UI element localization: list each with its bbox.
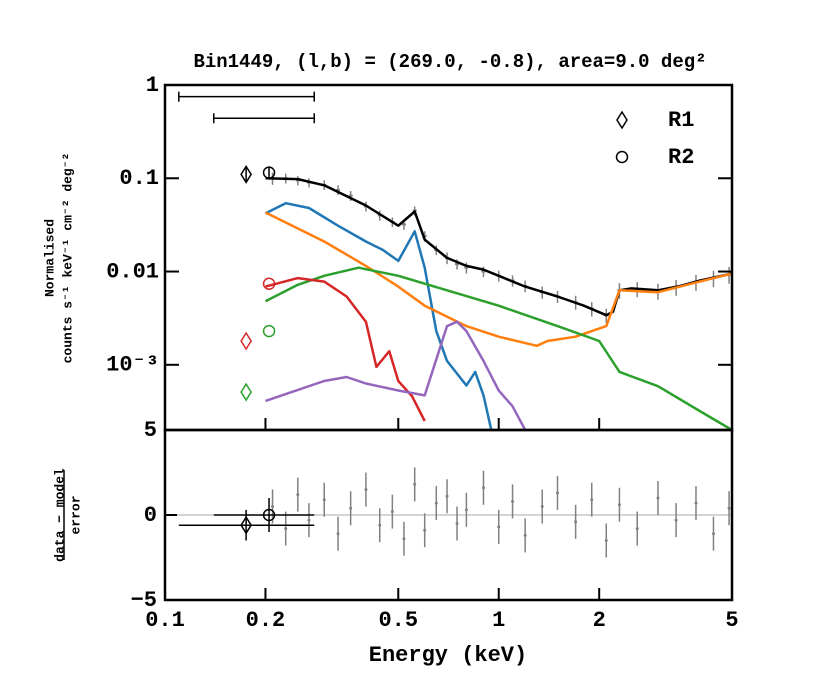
residual-point	[402, 537, 406, 541]
residual-point	[455, 522, 459, 525]
model-line	[265, 320, 527, 430]
x-tick-label: 1	[492, 608, 505, 633]
residual-point	[364, 488, 368, 491]
residual-point	[296, 493, 300, 497]
model-line	[264, 211, 732, 348]
overlay: 0.1 0.2 0.5 1 2 5 1 0.1 0.01 10⁻³ −5 0 5 R1 R2	[106, 73, 738, 633]
r-point	[262, 324, 276, 338]
r-residual	[262, 508, 276, 522]
residual-tick-label: −5	[131, 588, 157, 613]
x-tick-label: 0.2	[246, 608, 286, 633]
residual-point	[322, 498, 326, 502]
r-point	[240, 382, 252, 402]
r-point	[240, 331, 252, 351]
r-point	[240, 164, 252, 184]
residual-point	[284, 527, 288, 531]
y-tick-label: 0.01	[106, 259, 159, 284]
residual-point	[574, 520, 578, 524]
y-axis-label: Normalised	[42, 219, 57, 297]
y-tick-label: 1	[146, 73, 159, 98]
residual-point	[511, 499, 515, 503]
residual-point	[271, 505, 275, 508]
y-tick-label: 10⁻³	[106, 353, 159, 378]
residual-point	[711, 532, 715, 536]
x-tick-label: 0.5	[378, 608, 418, 633]
legend-label: R1	[668, 108, 694, 133]
residual-point	[523, 533, 527, 537]
legend-marker	[615, 150, 629, 164]
residual-point	[434, 501, 438, 505]
residual-point	[497, 525, 501, 529]
residual-point	[617, 503, 621, 507]
x-tick-label: 2	[593, 608, 606, 633]
legend-label: R2	[668, 145, 694, 170]
residual-point	[413, 482, 417, 486]
residual-point	[635, 527, 639, 531]
chart-title: Bin1449, (l,b) = (269.0, -0.8), area=9.0…	[193, 51, 706, 73]
y-tick-label: 0.1	[119, 166, 159, 191]
residual-point	[604, 539, 608, 542]
residual-panel	[165, 467, 732, 558]
residual-point	[378, 523, 382, 527]
model-line	[264, 266, 732, 430]
residual-point	[540, 505, 544, 508]
x-axis-label: Energy (keV)	[369, 643, 527, 668]
y-axis-label: counts s⁻¹ keV⁻¹ cm⁻² deg⁻²	[60, 153, 75, 364]
r-point	[262, 166, 276, 179]
r-residual	[240, 515, 252, 535]
model-line	[265, 177, 732, 317]
r-point	[262, 277, 276, 290]
residual-point	[727, 506, 731, 510]
residual-point	[423, 528, 427, 532]
residual-point	[674, 518, 678, 522]
residual-tick-label: 5	[144, 418, 157, 443]
residual-tick-label: 0	[144, 503, 157, 528]
residual-point	[307, 518, 311, 522]
residual-point	[349, 506, 353, 510]
residual-y-label: data − model	[52, 468, 67, 562]
panel-frame	[163, 428, 734, 602]
model-line	[265, 276, 426, 422]
residual-point	[481, 486, 485, 490]
residual-y-label: error	[68, 495, 83, 534]
residual-point	[336, 532, 340, 536]
residual-point	[390, 510, 394, 514]
residual-point	[694, 501, 698, 505]
residual-point	[590, 498, 594, 502]
model-line	[264, 201, 493, 430]
legend-marker	[616, 110, 628, 130]
residual-point	[445, 494, 449, 498]
residual-point	[464, 508, 468, 512]
x-tick-label: 0.1	[145, 608, 185, 633]
spectrum-panel	[264, 172, 732, 430]
x-tick-label: 5	[725, 608, 738, 633]
residual-point	[656, 496, 660, 500]
residual-point	[555, 491, 559, 495]
